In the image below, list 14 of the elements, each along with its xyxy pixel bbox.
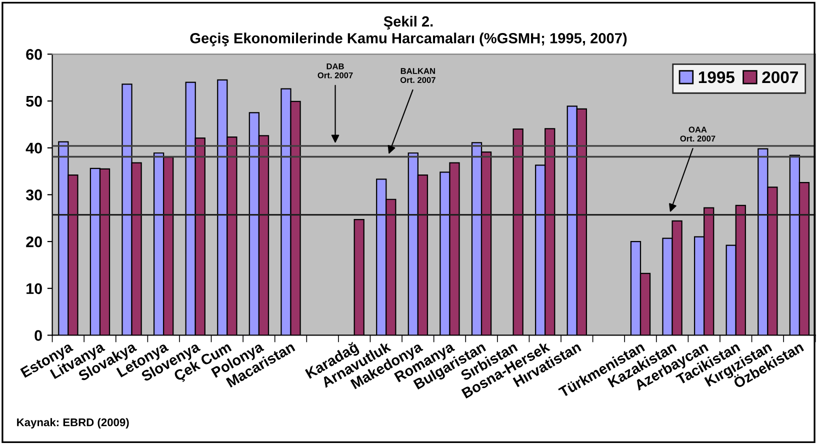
- y-tick-label: 20: [26, 236, 42, 248]
- ref-line-label: DAB Ort. 2007: [318, 63, 353, 78]
- chart-title: Şekil 2. Geçiş Ekonomilerinde Kamu Harcamaları (%GSMH; 1995, 2007): [190, 16, 627, 46]
- y-tick-label: 0: [34, 330, 42, 341]
- y-tick-label: 10: [26, 283, 42, 294]
- ref-line-label: BALKAN Ort. 2007: [400, 68, 436, 83]
- legend-label: 2007: [762, 71, 798, 84]
- ref-line-label: OAA Ort. 2007: [680, 126, 716, 142]
- y-tick-label: 50: [26, 96, 42, 107]
- legend-label: 1995: [698, 71, 734, 84]
- text: Kaynak: EBRD (2009): [17, 418, 129, 428]
- y-tick-label: 30: [26, 190, 42, 200]
- y-tick-label: 40: [26, 142, 42, 154]
- y-tick-label: 60: [26, 49, 42, 60]
